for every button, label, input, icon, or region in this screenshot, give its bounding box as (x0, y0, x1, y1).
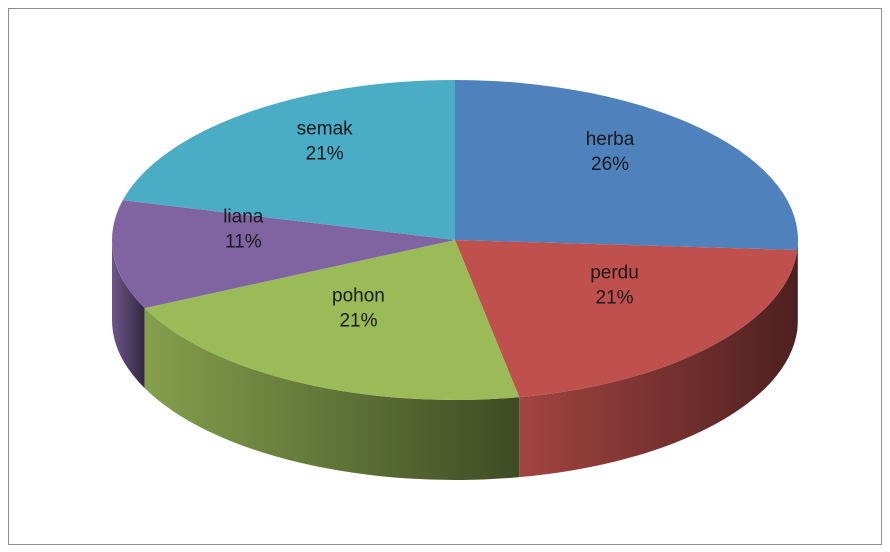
pie-slice (144, 240, 520, 400)
pie-side (797, 240, 798, 331)
pie-slice (122, 80, 456, 240)
slice-value-label: 21% (306, 144, 344, 165)
slice-label: semak (297, 119, 353, 140)
pie-side (112, 240, 145, 389)
pie-slice (455, 240, 798, 398)
pie-slice (455, 80, 798, 251)
slice-value-label: 21% (339, 310, 377, 331)
slice-value-label: 11% (225, 231, 262, 252)
pie-slice (112, 200, 456, 309)
pie-side (144, 308, 520, 480)
slice-label: pohon (332, 285, 385, 306)
slice-value-label: 21% (596, 288, 634, 309)
pie-side (519, 250, 798, 478)
slice-value-label: 26% (591, 154, 629, 175)
slice-label: liana (223, 206, 264, 227)
slice-label: herba (586, 129, 635, 150)
slice-label: perdu (590, 263, 639, 284)
